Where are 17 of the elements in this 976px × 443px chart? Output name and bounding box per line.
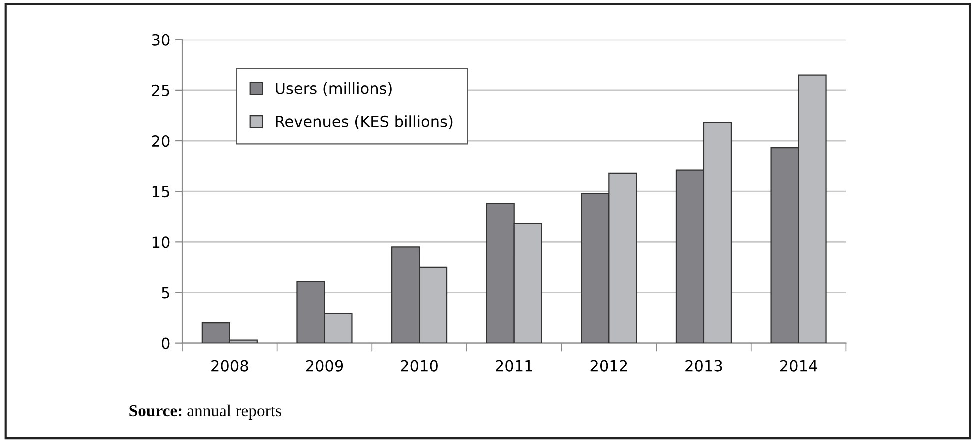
y-tick-label: 25	[152, 84, 170, 96]
x-tick-label: 2008	[212, 360, 248, 372]
y-tick-label: 0	[162, 338, 170, 350]
x-tick-label: 2011	[496, 360, 532, 372]
x-tick-label: 2013	[686, 360, 722, 372]
y-tick-label: 10	[152, 236, 170, 248]
y-tick-label: 15	[152, 186, 170, 198]
legend-label: Revenues (KES billions)	[276, 116, 453, 130]
x-tick-label: 2009	[306, 360, 344, 372]
y-tick-label: 30	[152, 34, 170, 46]
legend-label: Users (millions)	[276, 82, 392, 96]
source-note: Source: annual reports	[130, 404, 282, 420]
x-tick-label: 2014	[780, 360, 818, 372]
y-tick-label: 20	[152, 135, 170, 148]
x-tick-label: 2012	[590, 360, 628, 372]
y-tick-label: 5	[162, 287, 170, 299]
x-tick-label: 2010	[401, 360, 438, 372]
